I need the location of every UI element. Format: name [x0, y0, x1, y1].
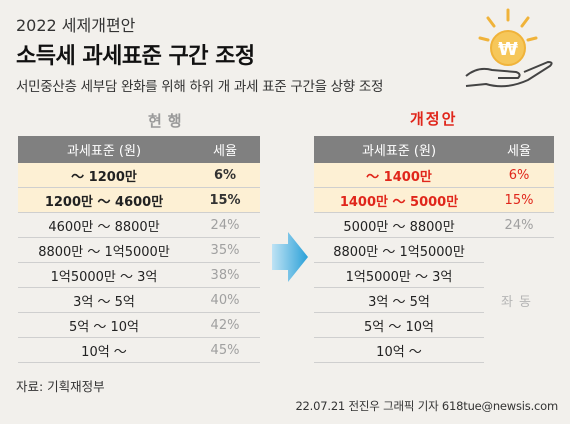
reform-tax-table: 과세표준 (원) 세율 ～ 1400만 6% 1400만 ～ 5000만 15%… [314, 136, 554, 363]
table-row: 5억 ～ 10억 42% [18, 312, 260, 338]
table-row: 10억 ～ [314, 337, 554, 363]
bracket-range: 1200만 ～ 4600만 [18, 187, 190, 213]
bracket-range: 10억 ～ [18, 337, 190, 363]
bracket-rate: 45% [190, 337, 260, 363]
table-row: 5억 ～ 10억 [314, 312, 554, 338]
bracket-range: 5000만 ～ 8800만 [314, 212, 484, 238]
table-row: 1억5000만 ～ 3억 [314, 262, 554, 288]
current-tax-table: 과세표준 (원) 세율 ～ 1200만 6% 1200만 ～ 4600만 15%… [18, 136, 260, 363]
bracket-rate: 6% [190, 163, 260, 188]
bracket-rate: 15% [484, 187, 554, 213]
bracket-range: 3억 ～ 5억 [18, 287, 190, 313]
table-row: 8800만 ～ 1억5000만 좌동 [314, 237, 554, 310]
bracket-rate: 15% [190, 187, 260, 213]
bracket-range: 1억5000만 ～ 3억 [18, 262, 190, 288]
bracket-range: ～ 1200만 [18, 163, 190, 188]
table-header: 과세표준 (원) 세율 [314, 136, 554, 163]
bracket-range: 1억5000만 ～ 3억 [314, 262, 484, 288]
table-row: 1200만 ～ 4600만 15% [18, 187, 260, 213]
table-row: 5000만 ～ 8800만 24% [314, 212, 554, 238]
bracket-range: 5억 ～ 10억 [314, 312, 484, 338]
same-as-left-label: 좌동 [501, 294, 537, 310]
hand-holding-won-coin-icon: ₩ [465, 8, 553, 88]
bracket-range: ～ 1400만 [314, 163, 484, 188]
current-heading: 현행 [148, 112, 188, 130]
bracket-range: 5억 ～ 10억 [18, 312, 190, 338]
bracket-range: 8800만 ～ 1억5000만 [18, 237, 190, 263]
bracket-range: 1400만 ～ 5000만 [314, 187, 484, 213]
table-row: 4600만 ～ 8800만 24% [18, 212, 260, 238]
table-row: 3억 ～ 5억 40% [18, 287, 260, 313]
reform-heading: 개정안 [410, 110, 458, 128]
table-row: 8800만 ～ 1억5000만 35% [18, 237, 260, 263]
bracket-rate: 38% [190, 262, 260, 288]
bracket-rate: 24% [190, 212, 260, 238]
column-header-range: 과세표준 (원) [18, 136, 190, 163]
source-note: 자료: 기획재정부 [16, 379, 105, 394]
table-header: 과세표준 (원) 세율 [18, 136, 260, 163]
credit-line: 22.07.21 전진우 그래픽 기자 618tue@newsis.com [295, 399, 558, 413]
table-row: ～ 1400만 6% [314, 163, 554, 188]
bracket-range: 3억 ～ 5억 [314, 287, 484, 313]
table-row: 10억 ～ 45% [18, 337, 260, 363]
right-arrow-icon [272, 232, 308, 282]
column-header-range: 과세표준 (원) [314, 136, 484, 163]
svg-text:₩: ₩ [498, 39, 518, 60]
table-row: 1400만 ～ 5000만 15% [314, 187, 554, 213]
subtitle: 서민중산층 세부담 완화를 위해 하위 개 과세 표준 구간을 상향 조정 [16, 79, 384, 95]
column-header-rate: 세율 [484, 136, 554, 163]
bracket-range: 8800만 ～ 1억5000만 [314, 237, 484, 263]
bracket-rate: 24% [484, 212, 554, 238]
bracket-rate: 6% [484, 163, 554, 188]
table-row: 3억 ～ 5억 [314, 287, 554, 313]
bracket-rate: 35% [190, 237, 260, 263]
table-row: ～ 1200만 6% [18, 163, 260, 188]
topline: 2022 세제개편안 [16, 16, 136, 35]
page-title: 소득세 과세표준 구간 조정 [16, 44, 255, 69]
bracket-range: 4600만 ～ 8800만 [18, 212, 190, 238]
column-header-rate: 세율 [190, 136, 260, 163]
bracket-rate: 40% [190, 287, 260, 313]
table-row: 1억5000만 ～ 3억 38% [18, 262, 260, 288]
bracket-rate: 42% [190, 312, 260, 338]
bracket-range: 10억 ～ [314, 337, 484, 363]
